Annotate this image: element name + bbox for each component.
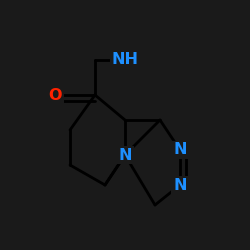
- Text: N: N: [173, 142, 187, 158]
- Text: O: O: [48, 88, 62, 102]
- Text: N: N: [173, 178, 187, 192]
- Text: NH: NH: [112, 52, 138, 68]
- Text: N: N: [118, 148, 132, 162]
